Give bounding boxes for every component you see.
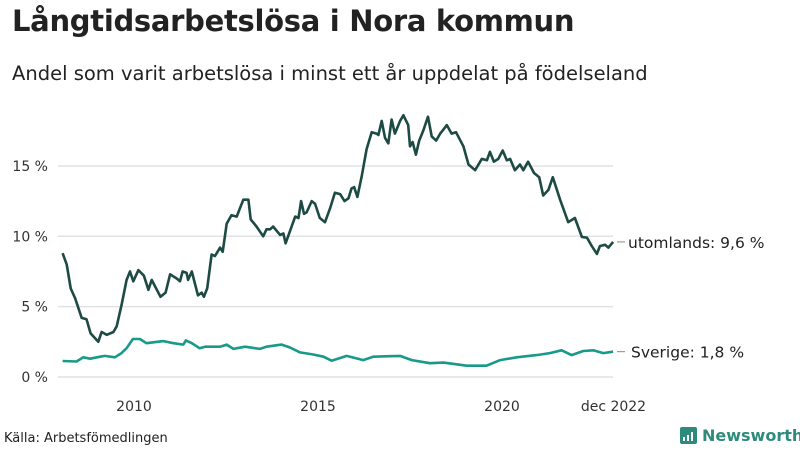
y-tick-label: 0 % [21, 370, 48, 386]
chart-title: Långtidsarbetslösa i Nora kommun [12, 4, 575, 38]
logo-text: Newsworthy [702, 426, 800, 445]
chart-subtitle: Andel som varit arbetslösa i minst ett å… [12, 62, 648, 85]
source-note: Källa: Arbetsfömedlingen [4, 431, 168, 446]
end-label-sverige: Sverige: 1,8 % [631, 344, 744, 362]
bar-chart-icon [680, 427, 697, 444]
y-tick-label: 15 % [12, 159, 48, 175]
x-tick-label: 2010 [116, 399, 152, 415]
y-tick-label: 10 % [12, 229, 48, 245]
newsworthy-logo[interactable]: Newsworthy [680, 426, 800, 445]
end-label-utomlands: utomlands: 9,6 % [628, 234, 764, 252]
x-tick-label: 2020 [484, 399, 520, 415]
x-tick-label: dec 2022 [581, 399, 646, 415]
y-tick-label: 5 % [21, 300, 48, 316]
series-line-utomlands [61, 114, 615, 344]
series-line-sverige [62, 337, 614, 367]
x-tick-label: 2015 [300, 399, 336, 415]
